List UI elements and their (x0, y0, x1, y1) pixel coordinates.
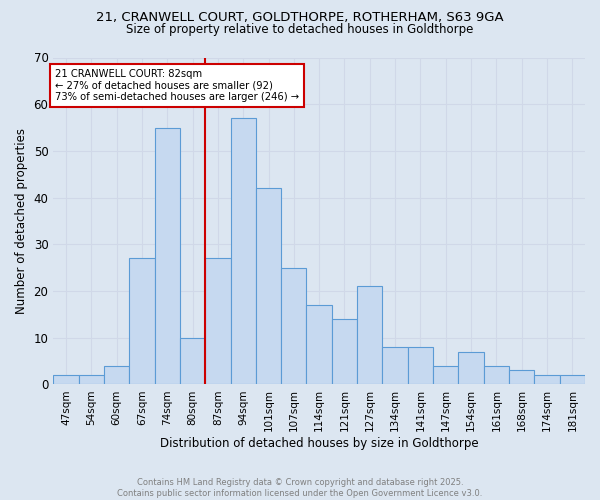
Bar (560, 375, 585, 384)
Bar (408, 347, 433, 385)
Bar (230, 118, 256, 384)
Bar (281, 268, 307, 384)
Bar (307, 305, 332, 384)
X-axis label: Distribution of detached houses by size in Goldthorpe: Distribution of detached houses by size … (160, 437, 478, 450)
Bar (180, 338, 205, 384)
Text: Size of property relative to detached houses in Goldthorpe: Size of property relative to detached ho… (127, 22, 473, 36)
Bar (129, 258, 155, 384)
Bar (53, 375, 79, 384)
Bar (79, 375, 104, 384)
Text: Contains HM Land Registry data © Crown copyright and database right 2025.
Contai: Contains HM Land Registry data © Crown c… (118, 478, 482, 498)
Bar (104, 366, 129, 384)
Bar (535, 375, 560, 384)
Bar (256, 188, 281, 384)
Text: 21 CRANWELL COURT: 82sqm
← 27% of detached houses are smaller (92)
73% of semi-d: 21 CRANWELL COURT: 82sqm ← 27% of detach… (55, 69, 299, 102)
Bar (484, 366, 509, 384)
Bar (205, 258, 230, 384)
Bar (458, 352, 484, 384)
Bar (509, 370, 535, 384)
Bar (155, 128, 180, 384)
Bar (332, 319, 357, 384)
Bar (433, 366, 458, 384)
Bar (357, 286, 382, 384)
Bar (382, 347, 408, 385)
Y-axis label: Number of detached properties: Number of detached properties (15, 128, 28, 314)
Text: 21, CRANWELL COURT, GOLDTHORPE, ROTHERHAM, S63 9GA: 21, CRANWELL COURT, GOLDTHORPE, ROTHERHA… (96, 11, 504, 24)
